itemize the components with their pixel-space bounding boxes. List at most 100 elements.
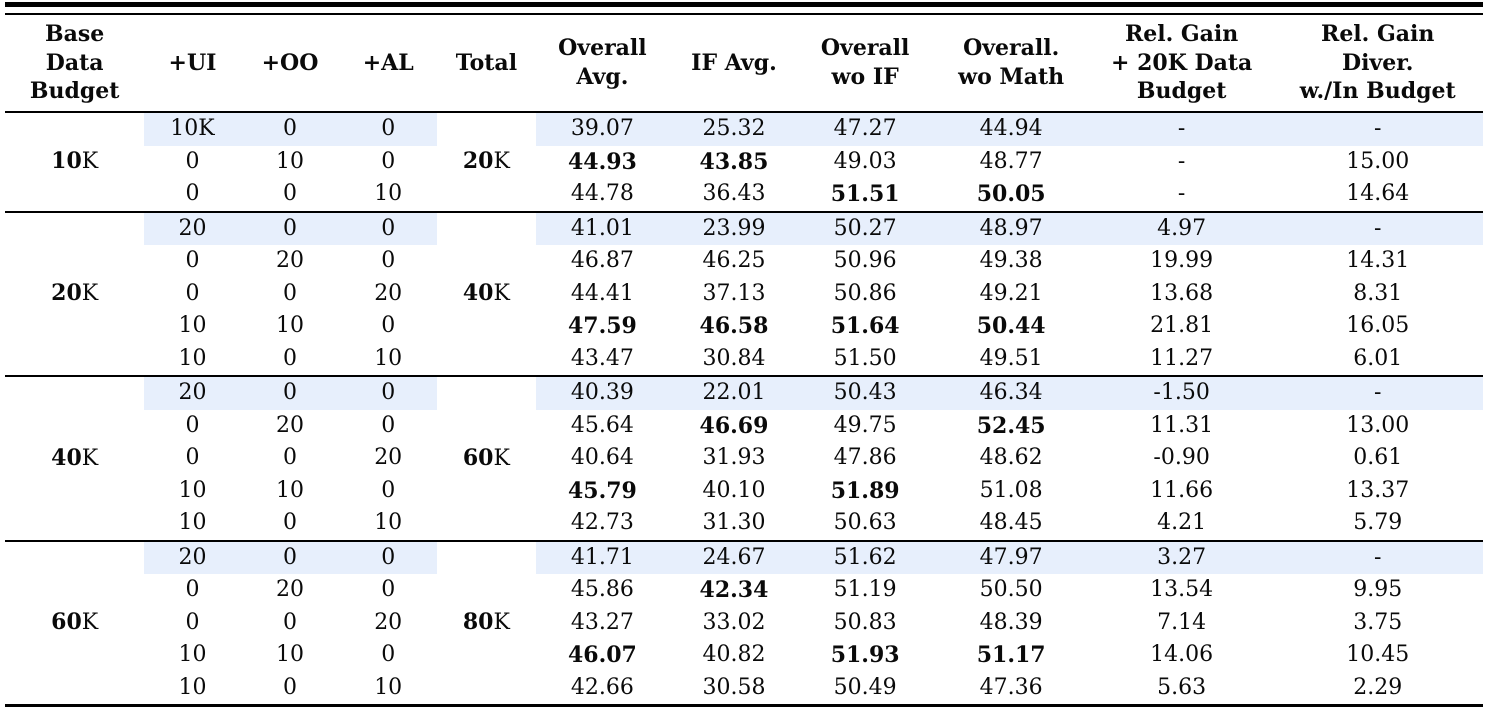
base-budget-g0-unit: K xyxy=(81,149,99,175)
base-budget-g1: 20K xyxy=(5,210,145,376)
value-cell-g0-r1-c4: - xyxy=(1177,148,1186,174)
column-header-0: Base Data Budget xyxy=(5,14,145,113)
mix-cell-g2-r4-c1: 0 xyxy=(282,510,297,536)
value-cell-g3-r1-c2: 51.19 xyxy=(833,577,897,603)
table-body: 10K 10K 0 0 20K 39.07 25.32 47.27 44.94- -0 10 0 44.… xyxy=(5,111,1483,706)
table-row-g2-r3: 10 10 0 45.79 40.10 51.89 51.08 11.66 13.37 xyxy=(5,475,1483,508)
value-cell-g0-r0-c1: 25.32 xyxy=(669,111,799,146)
value-cell-g3-r2-c0: 43.27 xyxy=(570,609,634,635)
value-cell-g1-r1-c1: 46.25 xyxy=(702,248,766,274)
value-cell-g2-r3-c5: 13.37 xyxy=(1346,477,1410,503)
value-cell-g3-r4-c4: 5.63 xyxy=(1157,674,1207,700)
value-cell-g1-r2-c1: 37.13 xyxy=(702,280,766,306)
value-cell-g3-r2-c4: 7.14 xyxy=(1157,609,1207,635)
base-budget-g0-value: 10 xyxy=(51,148,82,175)
value-cell-g1-r4-c1: 30.84 xyxy=(702,345,766,371)
mix-cell-g2-r0-c1: 0 xyxy=(240,375,340,410)
table-row-g1-r1: 0 20 0 46.87 46.25 50.96 49.38 19.99 14.31 xyxy=(5,245,1483,278)
table-top-rule xyxy=(5,2,1483,7)
mix-cell-g1-r1-c0: 0 xyxy=(185,248,200,274)
value-cell-g2-r2-c3: 48.62 xyxy=(979,445,1043,471)
mix-cell-g2-r1-c0: 0 xyxy=(185,412,200,438)
mix-cell-g2-r3-c0: 10 xyxy=(178,477,207,503)
table-row-g3-r0: 60K 20 0 0 80K 41.71 24.67 51.62 47.97 3.27- xyxy=(5,539,1483,706)
total-budget-g3-value: 80 xyxy=(462,609,494,636)
total-budget-g2-value: 60 xyxy=(462,444,494,471)
value-cell-g0-r0-c4: - xyxy=(1090,111,1273,146)
table-row-g1-r4: 10 0 10 43.47 30.84 51.50 49.51 11.27 6.01 xyxy=(5,343,1483,377)
column-header-6: IF Avg. xyxy=(669,14,799,113)
value-cell-g1-r0-c2: 50.27 xyxy=(798,210,932,245)
value-cell-g1-r1-c0: 46.87 xyxy=(570,248,634,274)
mix-cell-g1-r4-c2: 10 xyxy=(374,345,403,371)
value-cell-g0-r1-c3: 48.77 xyxy=(979,148,1043,174)
value-cell-g3-r1-c5: 9.95 xyxy=(1353,577,1403,603)
table-row-g3-r2: 0 0 20 43.27 33.02 50.83 48.39 7.14 3.75 xyxy=(5,607,1483,640)
base-budget-g3-value: 60 xyxy=(51,609,82,636)
value-cell-g3-r2-c3: 48.39 xyxy=(979,609,1043,635)
mix-cell-g0-r0-c1: 0 xyxy=(240,111,340,146)
base-budget-g0: 10K xyxy=(5,111,145,212)
value-cell-g1-r2-c3: 49.21 xyxy=(979,280,1043,306)
value-cell-g3-r4-c3: 47.36 xyxy=(979,674,1043,700)
base-budget-g1-value: 20 xyxy=(51,280,82,307)
value-cell-g2-r4-c3: 48.45 xyxy=(979,510,1043,536)
mix-cell-g2-r2-c1: 0 xyxy=(282,445,297,471)
mix-cell-g0-r2-c0: 0 xyxy=(185,181,200,207)
value-cell-g1-r2-c4: 13.68 xyxy=(1150,280,1214,306)
value-cell-g1-r3-c3: 50.44 xyxy=(976,313,1046,340)
header-row: Base Data Budget +UI +OO +AL Total Overall Av… xyxy=(5,14,1483,113)
total-budget-g3: 80K xyxy=(437,539,536,706)
value-cell-g3-r2-c5: 3.75 xyxy=(1353,609,1403,635)
total-budget-g1: 40K xyxy=(437,210,536,376)
total-budget-g1-unit: K xyxy=(493,281,510,307)
value-cell-g1-r2-c2: 50.86 xyxy=(833,280,897,306)
mix-cell-g1-r3-c1: 10 xyxy=(275,313,304,339)
value-cell-g0-r2-c2: 51.51 xyxy=(830,181,900,208)
value-cell-g2-r1-c2: 49.75 xyxy=(833,412,897,438)
column-header-4: Total xyxy=(437,14,536,113)
mix-cell-g3-r3-c0: 10 xyxy=(178,642,207,668)
mix-cell-g2-r1-c2: 0 xyxy=(381,412,396,438)
mix-cell-g3-r0-c1: 0 xyxy=(240,539,340,574)
value-cell-g2-r0-c3: 46.34 xyxy=(931,375,1091,410)
value-cell-g2-r4-c0: 42.73 xyxy=(570,510,634,536)
mix-cell-g0-r0-c0: 10K xyxy=(144,111,241,146)
table-row-g0-r0: 10K 10K 0 0 20K 39.07 25.32 47.27 44.94- - xyxy=(5,111,1483,212)
results-table: Base Data Budget +UI +OO +AL Total Overall Av… xyxy=(5,13,1483,707)
value-cell-g2-r1-c5: 13.00 xyxy=(1346,412,1410,438)
value-cell-g0-r2-c0: 44.78 xyxy=(570,181,634,207)
value-cell-g0-r2-c5: 14.64 xyxy=(1346,181,1410,207)
value-cell-g2-r0-c0: 40.39 xyxy=(535,375,670,410)
mix-cell-g2-r2-c2: 20 xyxy=(374,445,403,471)
table-row-g2-r1: 0 20 0 45.64 46.69 49.75 52.45 11.31 13.00 xyxy=(5,410,1483,443)
value-cell-g2-r3-c1: 40.10 xyxy=(702,477,766,503)
total-budget-g0-unit: K xyxy=(493,149,510,175)
mix-cell-g2-r4-c0: 10 xyxy=(178,510,207,536)
table-row-g3-r4: 10 0 10 42.66 30.58 50.49 47.36 5.63 2.29 xyxy=(5,672,1483,706)
column-header-2: +OO xyxy=(240,14,340,113)
value-cell-g3-r4-c1: 30.58 xyxy=(702,674,766,700)
value-cell-g0-r2-c1: 36.43 xyxy=(702,181,766,207)
mix-cell-g0-r0-c2: 0 xyxy=(339,111,438,146)
mix-cell-g2-r4-c2: 10 xyxy=(374,510,403,536)
value-cell-g2-r1-c3: 52.45 xyxy=(976,412,1046,439)
total-budget-g0-value: 20 xyxy=(462,148,494,175)
value-cell-g3-r0-c5: - xyxy=(1272,539,1483,574)
value-cell-g3-r1-c4: 13.54 xyxy=(1150,577,1214,603)
table-row-g0-r1: 0 10 0 44.93 43.85 49.03 48.77 - 15.00 xyxy=(5,146,1483,179)
value-cell-g1-r4-c2: 51.50 xyxy=(833,345,897,371)
value-cell-g2-r0-c1: 22.01 xyxy=(669,375,799,410)
table-row-g3-r3: 10 10 0 46.07 40.82 51.93 51.17 14.06 10.45 xyxy=(5,639,1483,672)
mix-cell-g3-r4-c2: 10 xyxy=(374,674,403,700)
value-cell-g2-r2-c0: 40.64 xyxy=(570,445,634,471)
value-cell-g1-r1-c5: 14.31 xyxy=(1346,248,1410,274)
value-cell-g3-r0-c1: 24.67 xyxy=(669,539,799,574)
base-budget-g3-unit: K xyxy=(81,610,99,636)
mix-cell-g3-r0-c2: 0 xyxy=(339,539,438,574)
value-cell-g1-r0-c1: 23.99 xyxy=(669,210,799,245)
mix-cell-g3-r3-c1: 10 xyxy=(275,642,304,668)
value-cell-g3-r0-c4: 3.27 xyxy=(1090,539,1273,574)
value-cell-g0-r2-c3: 50.05 xyxy=(976,181,1046,208)
